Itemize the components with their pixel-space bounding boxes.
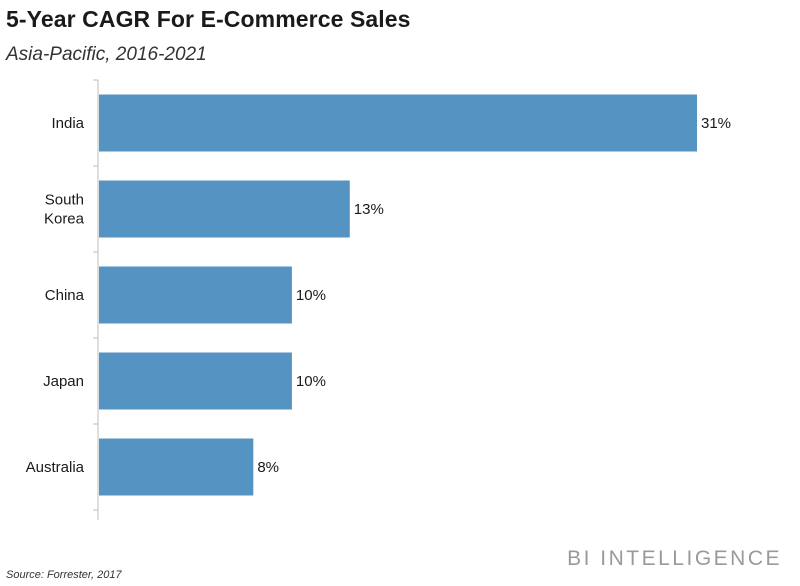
value-label: 8%: [257, 459, 279, 476]
brand-logo-text: BI INTELLIGENCE: [567, 547, 782, 570]
value-label: 10%: [296, 287, 326, 304]
bars-group: [99, 94, 697, 496]
category-label: Japan: [43, 373, 84, 390]
source-note: Source: Forrester, 2017: [6, 569, 122, 581]
category-label: Korea: [44, 211, 85, 228]
category-label: India: [51, 115, 84, 132]
bar: [99, 438, 254, 496]
category-label: Australia: [26, 459, 85, 476]
bar: [99, 94, 697, 152]
bar: [99, 266, 292, 324]
category-label: China: [45, 287, 85, 304]
category-label: South: [45, 192, 84, 209]
value-label: 31%: [701, 115, 731, 132]
value-labels: 31% 13% 10% 10% 8%: [257, 115, 731, 476]
value-label: 13%: [354, 201, 384, 218]
y-axis-ticks: [93, 79, 98, 511]
bar: [99, 352, 292, 410]
chart-title: 5-Year CAGR For E-Commerce Sales: [6, 6, 411, 32]
value-label: 10%: [296, 373, 326, 390]
bar: [99, 180, 350, 238]
category-labels: India South Korea China Japan Australia: [26, 115, 85, 476]
chart-subtitle: Asia-Pacific, 2016-2021: [6, 44, 207, 65]
